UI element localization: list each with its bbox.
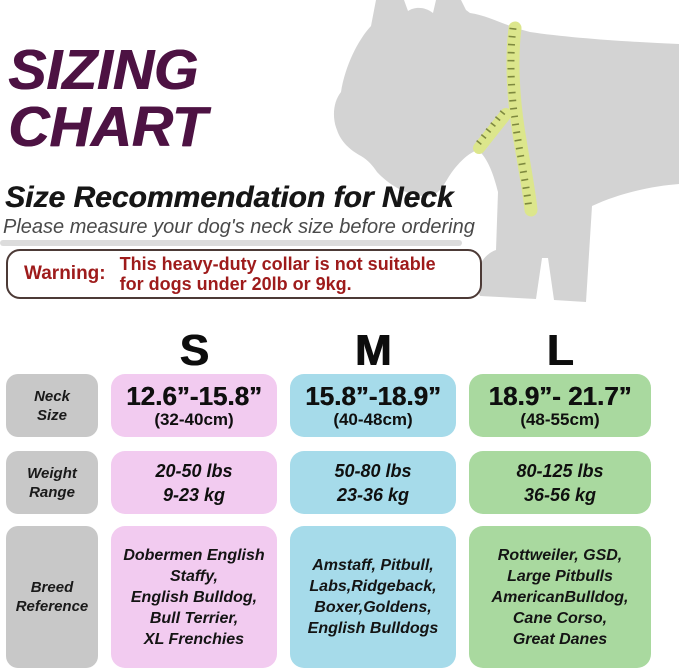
neck-size-cell-l: 18.9”- 21.7” (48-55cm) <box>469 374 651 437</box>
weight-range-cell-s: 20-50 lbs 9-23 kg <box>111 451 277 514</box>
header-spacer <box>6 326 98 376</box>
neck-size-value-s: 12.6”-15.8” <box>126 380 262 411</box>
measure-note: Please measure your dog's neck size befo… <box>3 216 475 238</box>
weight-range-value-l: 80-125 lbs 36-56 kg <box>516 460 604 505</box>
dog-illustration <box>330 0 679 318</box>
neck-size-value-l: 18.9”- 21.7” <box>488 380 632 411</box>
measuring-tape-icon <box>473 21 538 217</box>
subtitle: Size Recommendation for Neck <box>5 181 454 214</box>
column-header-l: L <box>546 326 574 375</box>
breed-reference-cell-m: Amstaff, Pitbull, Labs,Ridgeback, Boxer,… <box>290 526 456 668</box>
dog-silhouette <box>333 0 679 302</box>
warning-text: This heavy-duty collar is not suitable f… <box>119 254 436 294</box>
neck-size-cm-l: (48-55cm) <box>520 409 600 429</box>
neck-size-value-m: 15.8”-18.9” <box>305 380 441 411</box>
warning-label: Warning: <box>24 263 106 284</box>
weight-range-row: Weight Range 20-50 lbs 9-23 kg 50-80 lbs… <box>6 451 658 514</box>
warning-box: Warning: This heavy-duty collar is not s… <box>6 249 482 299</box>
weight-range-cell-m: 50-80 lbs 23-36 kg <box>290 451 456 514</box>
column-header-m: M <box>354 326 392 375</box>
page-title-line1: SIZING <box>8 38 199 102</box>
weight-range-value-m: 50-80 lbs 23-36 kg <box>334 460 412 505</box>
neck-size-cm-m: (40-48cm) <box>333 409 413 429</box>
breed-reference-cell-s: Dobermen English Staffy, English Bulldog… <box>111 526 277 668</box>
breed-reference-value-m: Amstaff, Pitbull, Labs,Ridgeback, Boxer,… <box>307 557 439 637</box>
neck-size-cell-s: 12.6”-15.8” (32-40cm) <box>111 374 277 437</box>
dog-silhouette-illustration <box>333 0 679 302</box>
weight-range-cell-l: 80-125 lbs 36-56 kg <box>469 451 651 514</box>
page-title-line2: CHART <box>8 95 207 159</box>
breed-reference-value-s: Dobermen English Staffy, English Bulldog… <box>123 546 265 648</box>
neck-size-cm-s: (32-40cm) <box>154 409 234 429</box>
neck-size-row: Neck Size 12.6”-15.8” (32-40cm) 15.8”-18… <box>6 374 658 437</box>
neck-size-cell-m: 15.8”-18.9” (40-48cm) <box>290 374 456 437</box>
page-title: SIZING CHART <box>8 42 206 156</box>
weight-range-row-label: Weight Range <box>6 451 98 514</box>
weight-range-value-s: 20-50 lbs 9-23 kg <box>155 460 233 505</box>
breed-reference-value-l: Rottweiler, GSD, Large Pitbulls American… <box>491 546 629 648</box>
size-table-header-row: S M L <box>6 326 658 375</box>
divider-strip <box>0 240 462 246</box>
column-header-s: S <box>179 326 209 375</box>
breed-reference-row-label: Breed Reference <box>6 526 98 668</box>
breed-reference-cell-l: Rottweiler, GSD, Large Pitbulls American… <box>469 526 651 668</box>
breed-reference-row: Breed Reference Dobermen English Staffy,… <box>6 526 658 668</box>
neck-size-row-label: Neck Size <box>6 374 98 437</box>
